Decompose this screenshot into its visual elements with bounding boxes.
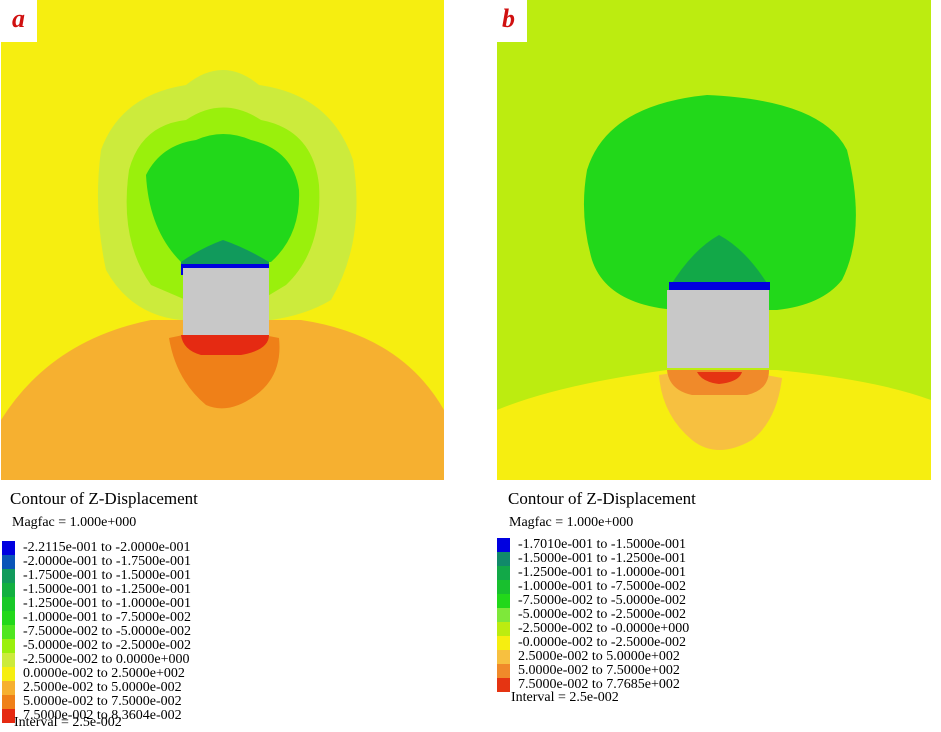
- legend-swatch: [497, 622, 510, 636]
- contour-map-b: [497, 0, 931, 480]
- legend-label: -1.5000e-001 to -1.2500e-001: [23, 582, 191, 597]
- legend-entry: 7.5000e-002 to 8.3604e-002: [2, 709, 191, 723]
- legend-label: 5.0000e-002 to 7.5000e-002: [23, 694, 182, 709]
- contour-plot-a: [1, 0, 444, 480]
- legend-label: -1.2500e-001 to -1.0000e-001: [23, 596, 191, 611]
- legend-swatch: [2, 681, 15, 695]
- legend-label: 5.0000e-002 to 7.5000e+002: [518, 663, 680, 678]
- legend-label: 2.5000e-002 to 5.0000e-002: [23, 680, 182, 695]
- legend-magfac-a: Magfac = 1.000e+000: [12, 515, 137, 530]
- legend-title-b: Contour of Z-Displacement: [508, 489, 696, 508]
- legend-label: -2.0000e-001 to -1.7500e-001: [23, 554, 191, 569]
- legend-label: -0.0000e-002 to -2.5000e-002: [518, 635, 686, 650]
- region-darkgreen: [669, 235, 770, 288]
- legend-swatch: [497, 580, 510, 594]
- legend-swatch: [2, 569, 15, 583]
- legend-interval-a: Interval = 2.5e-002: [14, 715, 122, 730]
- legend-swatch: [2, 695, 15, 709]
- legend-swatch: [497, 538, 510, 552]
- region-green: [146, 134, 300, 262]
- legend-swatch: [497, 636, 510, 650]
- legend-entry: -5.0000e-002 to -2.5000e-002: [2, 639, 191, 653]
- legend-swatch: [2, 583, 15, 597]
- legend-entry: -1.7010e-001 to -1.5000e-001: [497, 538, 689, 552]
- legend-label: -2.5000e-002 to -0.0000e+000: [518, 621, 690, 636]
- legend-entry: 5.0000e-002 to 7.5000e-002: [2, 695, 191, 709]
- legend-entry: -1.5000e-001 to -1.2500e-001: [497, 552, 689, 566]
- legend-label: -7.5000e-002 to -5.0000e-002: [518, 593, 686, 608]
- legend-a: -2.2115e-001 to -2.0000e-001 -2.0000e-001…: [2, 541, 191, 723]
- legend-entry: -7.5000e-002 to -5.0000e-002: [2, 625, 191, 639]
- contour-plot-b: [497, 0, 931, 480]
- legend-swatch: [497, 608, 510, 622]
- legend-entry: 5.0000e-002 to 7.5000e+002: [497, 664, 689, 678]
- legend-entry: -2.2115e-001 to -2.0000e-001: [2, 541, 191, 555]
- legend-swatch: [497, 650, 510, 664]
- legend-swatch: [497, 552, 510, 566]
- legend-entry: -1.2500e-001 to -1.0000e-001: [2, 597, 191, 611]
- legend-entry: -1.0000e-001 to -7.5000e-002: [2, 611, 191, 625]
- excavation-block: [183, 268, 269, 335]
- legend-label: 7.5000e-002 to 8.3604e-002: [23, 708, 182, 723]
- legend-swatch: [497, 566, 510, 580]
- legend-title-a: Contour of Z-Displacement: [10, 489, 198, 508]
- legend-label: -2.2115e-001 to -2.0000e-001: [23, 540, 191, 555]
- legend-entry: -1.2500e-001 to -1.0000e-001: [497, 566, 689, 580]
- legend-entry: 7.5000e-002 to 7.7685e+002: [497, 678, 689, 692]
- legend-label: -5.0000e-002 to -2.5000e-002: [518, 607, 686, 622]
- legend-interval-b: Interval = 2.5e-002: [511, 690, 619, 705]
- legend-entry: 2.5000e-002 to 5.0000e-002: [2, 681, 191, 695]
- legend-label: -2.5000e-002 to 0.0000e+000: [23, 652, 190, 667]
- legend-swatch: [2, 597, 15, 611]
- legend-swatch: [2, 639, 15, 653]
- legend-swatch: [497, 678, 510, 692]
- legend-swatch: [2, 653, 15, 667]
- legend-label: -1.5000e-001 to -1.2500e-001: [518, 551, 686, 566]
- legend-entry: 2.5000e-002 to 5.0000e+002: [497, 650, 689, 664]
- legend-label: -1.0000e-001 to -7.5000e-002: [518, 579, 686, 594]
- legend-label: -1.2500e-001 to -1.0000e-001: [518, 565, 686, 580]
- legend-label: -1.0000e-001 to -7.5000e-002: [23, 610, 191, 625]
- legend-entry: -1.5000e-001 to -1.2500e-001: [2, 583, 191, 597]
- legend-entry: -1.0000e-001 to -7.5000e-002: [497, 580, 689, 594]
- legend-entry: 0.0000e-002 to 2.5000e+002: [2, 667, 191, 681]
- legend-swatch: [2, 541, 15, 555]
- region-red: [697, 372, 742, 384]
- contour-panel-b: b Contour of Z-Displacement Magfac = 1.0…: [490, 0, 941, 732]
- legend-swatch: [497, 594, 510, 608]
- region-green: [583, 95, 856, 310]
- legend-label: -1.7500e-001 to -1.5000e-001: [23, 568, 191, 583]
- legend-entry: -0.0000e-002 to -2.5000e-002: [497, 636, 689, 650]
- legend-swatch: [2, 667, 15, 681]
- legend-swatch: [2, 709, 15, 723]
- legend-label: -1.7010e-001 to -1.5000e-001: [518, 537, 686, 552]
- legend-entry: -2.0000e-001 to -1.7500e-001: [2, 555, 191, 569]
- legend-label: -5.0000e-002 to -2.5000e-002: [23, 638, 191, 653]
- legend-swatch: [497, 664, 510, 678]
- panel-label-a: a: [0, 0, 37, 42]
- contour-panel-a: a Contour of Z-Displacement Magfac = 1.0…: [0, 0, 470, 732]
- legend-label: 2.5000e-002 to 5.0000e+002: [518, 649, 680, 664]
- region-blue: [669, 282, 770, 290]
- legend-label: 0.0000e-002 to 2.5000e+002: [23, 666, 185, 681]
- legend-magfac-b: Magfac = 1.000e+000: [509, 515, 634, 530]
- legend-entry: -2.5000e-002 to 0.0000e+000: [2, 653, 191, 667]
- legend-swatch: [2, 625, 15, 639]
- legend-entry: -5.0000e-002 to -2.5000e-002: [497, 608, 689, 622]
- legend-entry: -2.5000e-002 to -0.0000e+000: [497, 622, 689, 636]
- legend-swatch: [2, 611, 15, 625]
- excavation-block: [667, 290, 769, 368]
- region-red: [181, 335, 269, 355]
- legend-label: 7.5000e-002 to 7.7685e+002: [518, 677, 680, 692]
- contour-map-a: [1, 0, 444, 480]
- panel-label-b: b: [490, 0, 527, 42]
- legend-swatch: [2, 555, 15, 569]
- legend-entry: -7.5000e-002 to -5.0000e-002: [497, 594, 689, 608]
- legend-entry: -1.7500e-001 to -1.5000e-001: [2, 569, 191, 583]
- legend-label: -7.5000e-002 to -5.0000e-002: [23, 624, 191, 639]
- legend-b: -1.7010e-001 to -1.5000e-001 -1.5000e-001…: [497, 538, 689, 692]
